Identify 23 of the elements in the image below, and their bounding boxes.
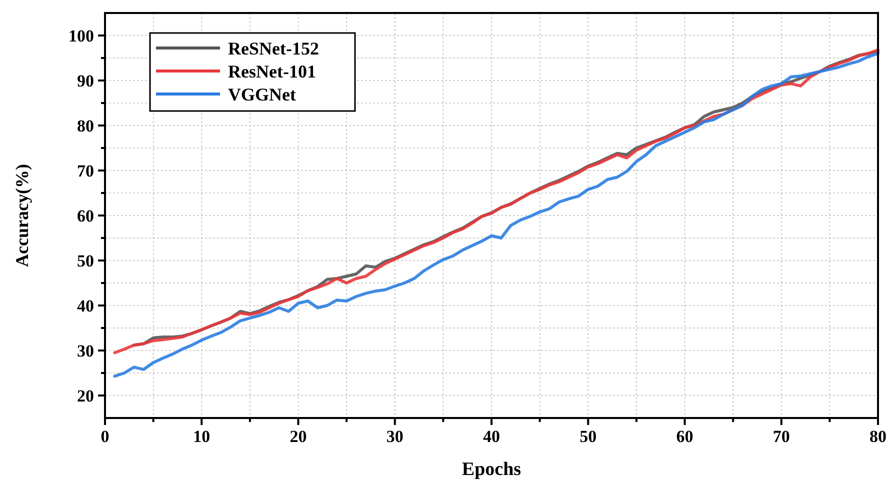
y-tick-label: 50: [77, 251, 94, 270]
x-tick-label: 20: [290, 427, 307, 446]
y-tick-label: 40: [77, 296, 94, 316]
x-tick-label: 0: [100, 427, 110, 446]
legend-label: ResNet-101: [228, 61, 316, 82]
y-axis-title: Accuracy(%): [12, 164, 32, 267]
y-tick-label: 90: [77, 71, 94, 90]
y-tick-label: 20: [77, 386, 94, 406]
legend-label: ReSNet-152: [228, 38, 319, 58]
x-tick-label: 50: [580, 427, 597, 446]
x-axis-title: Epochs: [462, 459, 522, 480]
x-tick-label: 10: [193, 427, 210, 446]
x-tick-label: 60: [676, 427, 694, 446]
x-tick-label: 30: [386, 427, 404, 446]
x-tick-label: 80: [870, 427, 886, 446]
y-tick-label: 60: [77, 206, 94, 226]
x-tick-label: 70: [772, 427, 790, 446]
y-tick-label: 70: [77, 161, 94, 180]
x-tick-label: 40: [483, 427, 500, 446]
legend-label: VGGNet: [228, 84, 296, 104]
y-tick-label: 100: [68, 26, 94, 46]
y-tick-label: 80: [77, 116, 94, 136]
y-tick-label: 30: [77, 341, 94, 360]
